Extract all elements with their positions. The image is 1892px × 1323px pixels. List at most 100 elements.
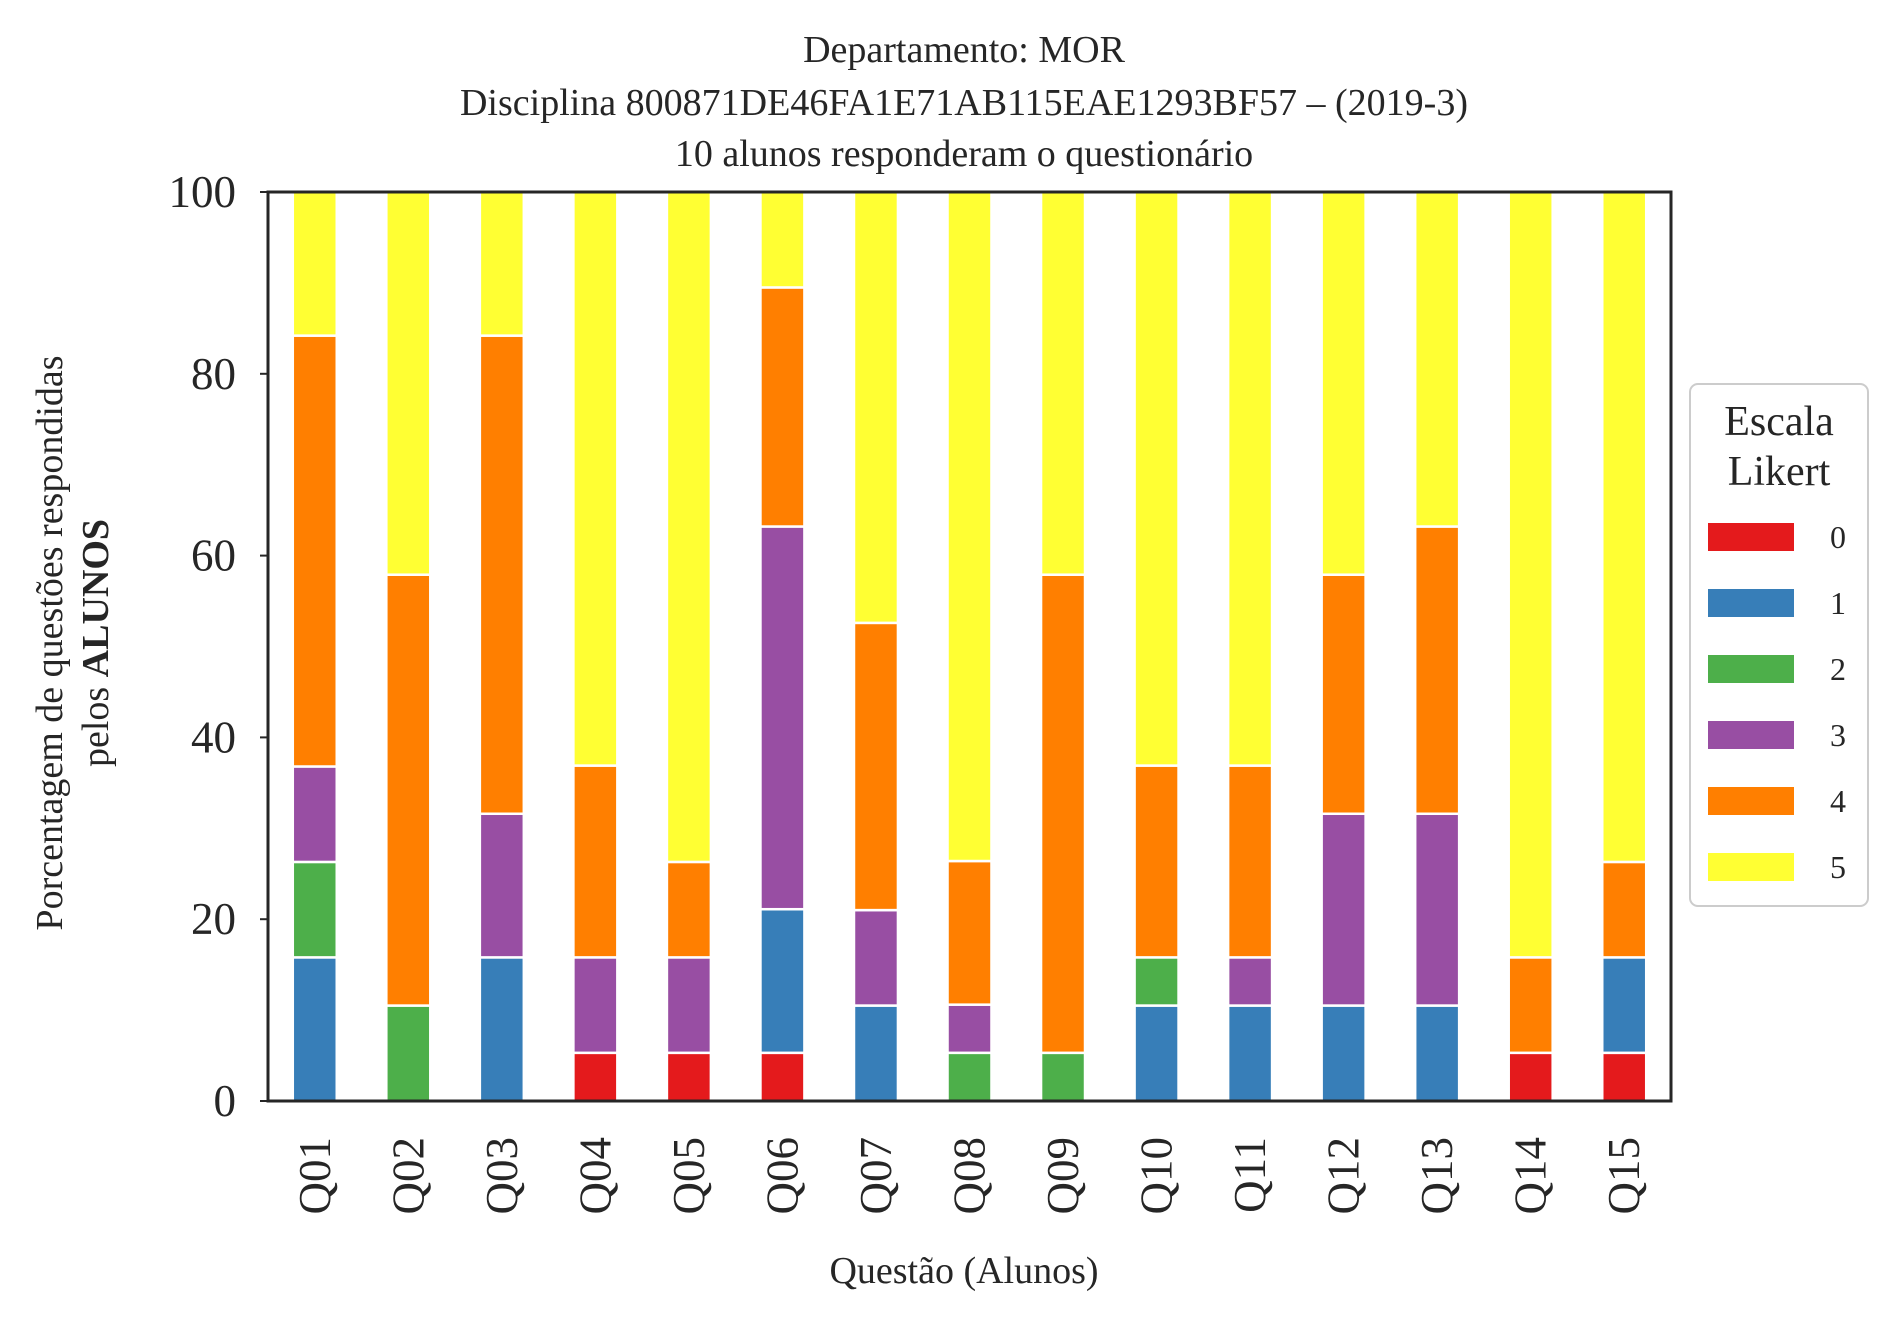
y-tick-label: 100 [169,167,237,217]
bar-segment-q14-level-5 [1507,190,1554,959]
legend-swatch-0 [1708,523,1794,551]
bar-segment-q07-level-3 [852,908,900,1007]
bar-segment-q12-level-4 [1320,573,1367,816]
y-tick-label: 0 [214,1076,237,1126]
bar-segment-q07-level-5 [852,190,900,625]
bar-segment-q15-level-1 [1601,956,1648,1055]
bar-segment-q06-level-3 [759,525,806,911]
bar-segment-q10-level-2 [1133,956,1180,1007]
bar-segment-q03-level-4 [478,334,526,816]
bar-segment-q01-level-3 [291,765,338,864]
bar-segment-q10-level-5 [1133,190,1180,767]
legend-frame [1689,383,1869,907]
bar-segment-q12-level-5 [1320,190,1367,576]
bar-segment-q06-level-4 [759,286,806,528]
legend: Escala Likert 0 1 2 3 4 5 [1689,383,1869,907]
x-tick-label: Q09 [1038,1137,1088,1215]
bar-segment-q06-level-0 [759,1051,806,1103]
bar-segment-q15-level-5 [1601,190,1648,864]
bar-segment-q01-level-2 [291,860,338,959]
legend-swatch-4 [1708,787,1794,815]
bar-segment-q01-level-1 [291,956,338,1103]
bar-segment-q05-level-4 [665,860,713,959]
chart-title-line-3: 10 alunos responderam o questionário [675,133,1253,175]
chart-title-line-2: Disciplina 800871DE46FA1E71AB115EAE1293B… [460,82,1468,124]
y-tick-label: 60 [191,531,236,581]
y-tick-label: 20 [191,894,236,944]
y-axis-label-bold: ALUNOS [75,519,117,677]
bar-segment-q11-level-5 [1226,190,1274,767]
legend-label-3: 3 [1830,717,1846,753]
legend-swatch-1 [1708,589,1794,617]
bar-segment-q05-level-0 [665,1051,713,1103]
bar-segment-q07-level-4 [852,621,900,912]
bar-segment-q02-level-5 [385,190,432,576]
bar-segment-q13-level-1 [1413,1004,1461,1103]
legend-title-line-1: Escala [1724,399,1834,445]
bar-segment-q13-level-3 [1413,812,1461,1007]
bar-segment-q05-level-5 [665,190,713,864]
bar-segment-q04-level-4 [572,764,619,959]
bar-segment-q01-level-4 [291,334,338,768]
bar-segment-q10-level-1 [1133,1004,1180,1103]
x-tick-label: Q05 [664,1137,714,1215]
legend-label-5: 5 [1830,849,1846,885]
bar-segment-q09-level-4 [1039,573,1087,1055]
bar-segment-q09-level-2 [1039,1051,1087,1103]
bar-segment-q02-level-2 [385,1004,432,1103]
legend-swatch-2 [1708,655,1794,683]
x-tick-label: Q12 [1319,1137,1369,1215]
x-axis-label: Questão (Alunos) [829,1250,1098,1292]
bar-segment-q15-level-4 [1601,860,1648,959]
x-tick-label: Q10 [1132,1137,1182,1215]
bar-segment-q06-level-1 [759,907,806,1055]
x-tick-label: Q11 [1225,1137,1275,1213]
y-axis-label-line-1: Porcentagem de questões respondidas [29,355,71,930]
bar-segment-q15-level-0 [1601,1051,1648,1103]
plot-frame [266,190,1673,1103]
x-tick-label: Q15 [1599,1137,1649,1215]
legend-label-1: 1 [1830,585,1846,621]
x-tick-label: Q13 [1412,1137,1462,1215]
x-tick-label: Q08 [945,1137,995,1215]
y-tick-label: 80 [191,349,236,399]
bar-segment-q04-level-3 [572,956,619,1055]
bar-segment-q14-level-0 [1507,1051,1554,1103]
y-tick-label: 40 [191,712,236,762]
x-tick-label: Q06 [757,1137,807,1215]
bar-segment-q04-level-0 [572,1051,619,1103]
plot-area: Q01 Q02 Q03 Q04 Q05 Q06 Q07 Q08 Q09 Q10 Q11 Q12 Q13 Q… [169,167,1673,1215]
bar-segment-q11-level-1 [1226,1004,1274,1103]
bar-segment-q03-level-3 [478,812,526,959]
x-tick-label: Q14 [1506,1137,1556,1215]
bar-segment-q13-level-5 [1413,190,1461,528]
bar-segment-q08-level-4 [946,859,993,1006]
bar-segment-q01-level-5 [291,190,338,337]
bar-segment-q08-level-2 [946,1051,993,1103]
x-tick-label: Q04 [570,1137,620,1215]
bar-segment-q02-level-4 [385,573,432,1007]
bar-segment-q11-level-4 [1226,764,1274,959]
chart-title-line-1: Departamento: MOR [803,29,1126,71]
x-tick-label: Q01 [290,1137,340,1215]
bar-segment-q12-level-1 [1320,1004,1367,1103]
bar-segment-q03-level-1 [478,956,526,1103]
bar-segment-q06-level-5 [759,190,806,289]
y-axis-label-prefix: pelos [75,677,117,767]
legend-label-4: 4 [1830,783,1846,819]
x-tick-label: Q03 [477,1137,527,1215]
bar-segment-q04-level-5 [572,190,619,767]
y-axis-label-line-2: pelos ALUNOS [75,519,117,767]
legend-title-line-2: Likert [1728,449,1831,495]
x-tick-label: Q02 [383,1137,433,1215]
bar-segment-q13-level-4 [1413,525,1461,816]
bar-segment-q14-level-4 [1507,956,1554,1055]
bar-segment-q08-level-5 [946,190,993,863]
bar-segment-q08-level-3 [946,1003,993,1055]
bar-segment-q11-level-3 [1226,956,1274,1007]
legend-label-2: 2 [1830,651,1846,687]
bar-segment-q07-level-1 [852,1004,900,1103]
legend-swatch-5 [1708,853,1794,881]
legend-swatch-3 [1708,721,1794,749]
